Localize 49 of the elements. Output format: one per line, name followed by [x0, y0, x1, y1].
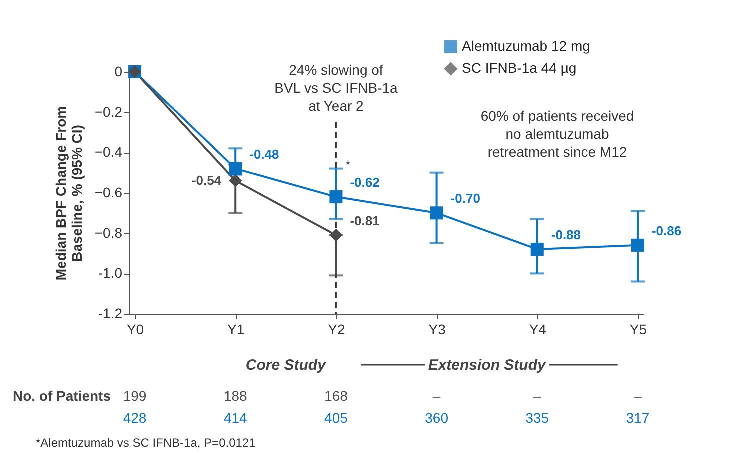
x-tick-label: Y5 — [630, 322, 648, 338]
y-tick-label: −0.2 — [94, 104, 123, 120]
data-label: -0.88 — [551, 227, 582, 242]
text: 317 — [626, 410, 650, 426]
point — [229, 174, 242, 188]
y-tick-label: -1.0 — [98, 265, 123, 282]
point — [530, 242, 544, 256]
data-label: -0.54 — [192, 172, 222, 188]
text: – — [432, 388, 441, 404]
y-tick-label: −0.8 — [94, 224, 123, 241]
data-label: -0.48 — [250, 146, 280, 162]
text: 335 — [526, 410, 550, 426]
y-axis-title: Median BPF Change From Baseline, % (95% CI) — [52, 106, 85, 281]
annotation: 60% of patients received no alemtuzumab retreatment since M12 — [480, 108, 634, 160]
text: 360 — [425, 410, 449, 426]
x-tick-label: Y1 — [228, 322, 245, 338]
point — [330, 190, 343, 204]
legend-label: Alemtuzumab 12 mg — [462, 38, 590, 54]
text: Core Study — [246, 357, 327, 374]
point — [229, 162, 242, 176]
text: – — [634, 388, 642, 404]
text: Extension Study — [428, 357, 546, 374]
text: 414 — [224, 410, 248, 426]
text: 188 — [224, 388, 248, 404]
x-tick-label: Y0 — [126, 322, 144, 338]
x-tick-label: Y3 — [428, 322, 446, 338]
point — [330, 228, 343, 242]
data-label: -0.70 — [450, 191, 480, 206]
ref-line-label: 24% slowing of BVL vs SC IFNB-1a at Year 2 — [274, 62, 398, 114]
y-tick-label: −0.6 — [94, 184, 123, 200]
legend-label: SC IFNB-1a 44 µg — [462, 60, 577, 76]
point — [631, 238, 644, 252]
y-tick-label: 0 — [114, 64, 123, 80]
y-tick-label: -1.2 — [98, 306, 123, 322]
text: – — [533, 388, 542, 404]
text: No. of Patients — [12, 388, 112, 404]
x-tick-label: Y4 — [529, 322, 547, 338]
text: 428 — [123, 410, 147, 426]
text: *Alemtuzumab vs SC IFNB-1a, P=0.0121 — [36, 436, 256, 450]
data-label: -0.86 — [652, 223, 682, 238]
point — [430, 206, 444, 220]
data-label: -0.62 — [350, 175, 380, 190]
data-label: -0.81 — [350, 213, 380, 228]
text: 168 — [324, 388, 348, 404]
text: 199 — [123, 388, 147, 404]
x-tick-label: Y2 — [328, 322, 346, 338]
text: 405 — [324, 410, 348, 426]
y-tick-label: −0.4 — [94, 144, 123, 160]
annotation: * — [346, 158, 351, 172]
